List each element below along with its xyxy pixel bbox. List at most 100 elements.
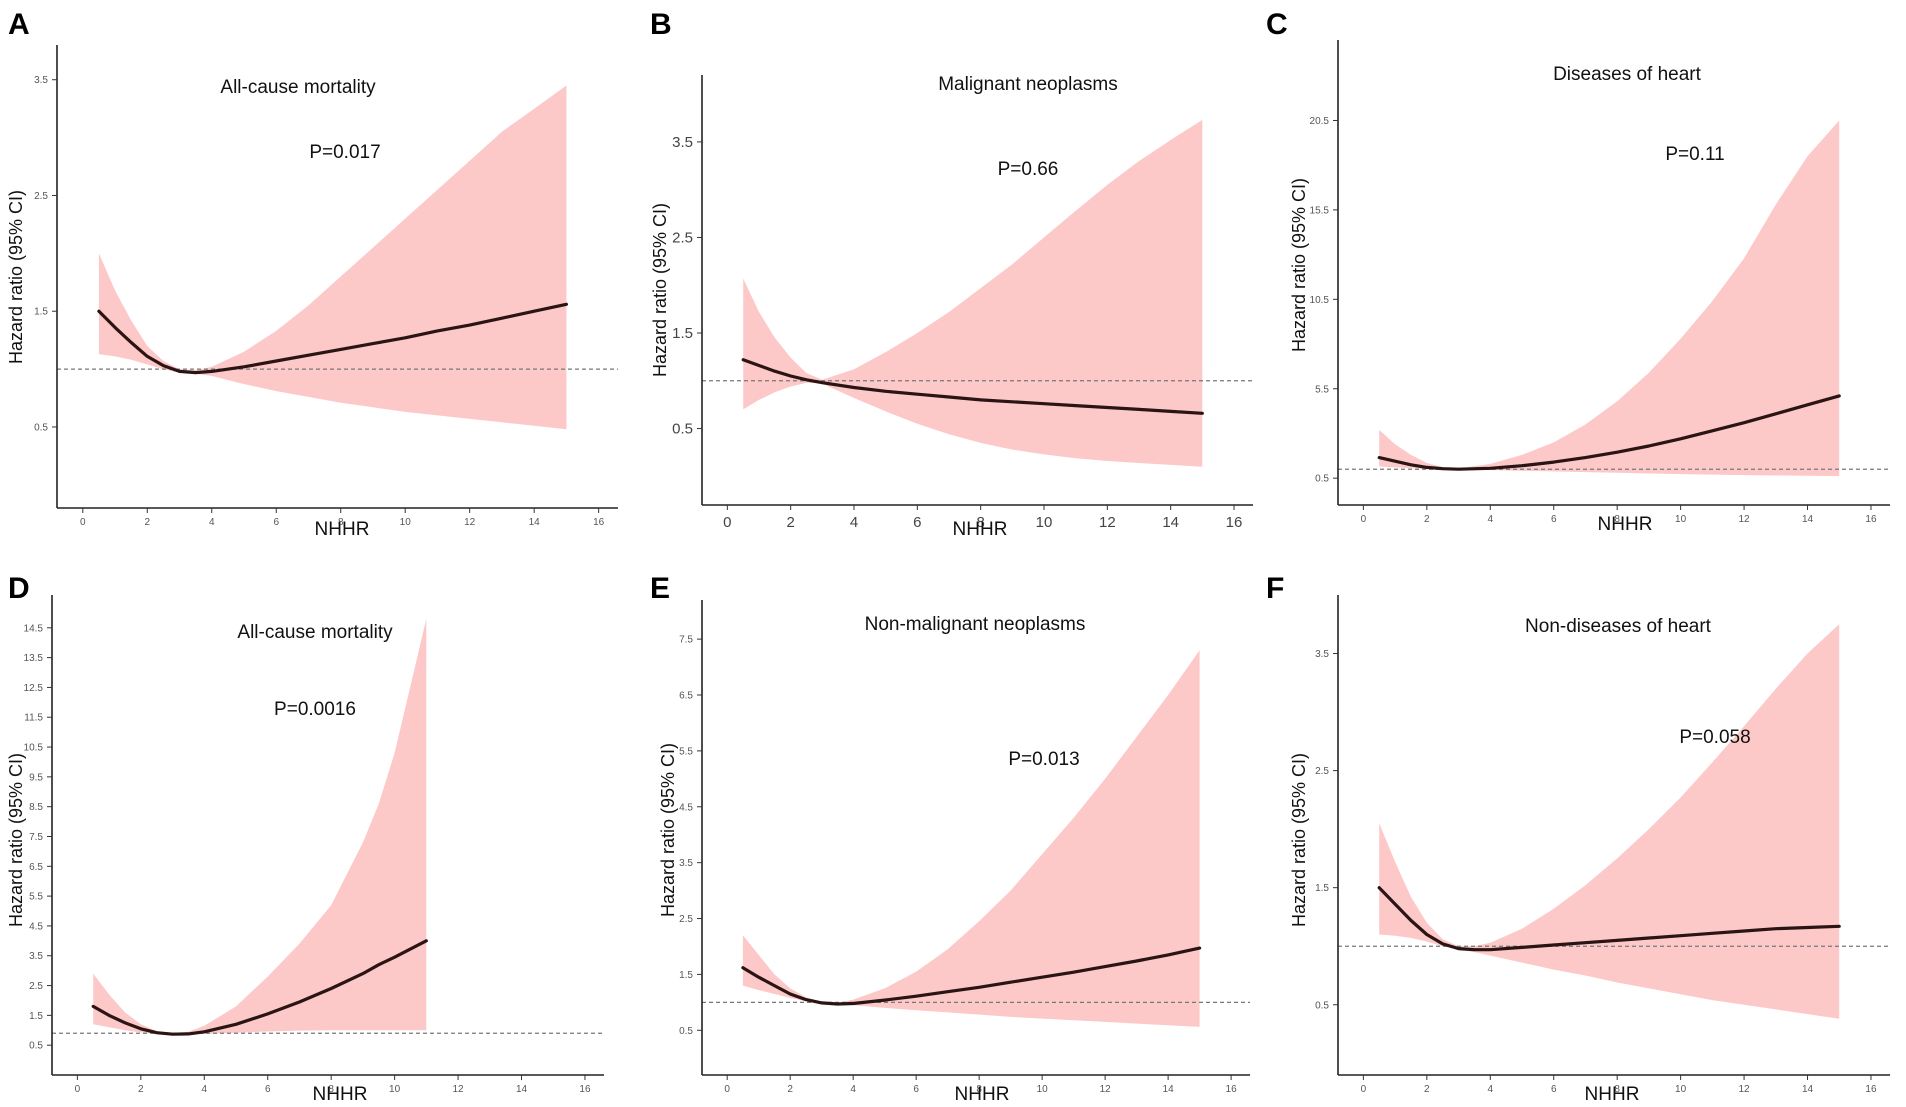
x-tick-label: 10 [1036,514,1053,531]
y-tick-label: 1.5 [34,307,48,318]
x-tick-label: 6 [913,514,921,531]
ci-band-b [743,119,1203,467]
x-tick-label: 8 [1614,514,1620,525]
x-tick-label: 6 [273,517,279,528]
y-tick-label: 13.5 [24,653,44,664]
x-tick-label: 12 [1100,1084,1112,1095]
x-axis-label-c: NHHR [1598,514,1653,535]
panel-f: 0 2 4 6 8 10 12 14 16 0.5 1.5 2.5 3.5 F Non-diseases o… [1266,572,1890,1105]
x-tick-label: 2 [786,514,794,531]
x-tick-label: 10 [1037,1084,1049,1095]
x-tick-label: 4 [1487,1084,1493,1095]
x-tick-label: 14 [1163,1084,1175,1095]
y-tick-label: 20.5 [1310,116,1330,127]
y-tick-label: 14.5 [24,623,44,634]
x-tick-label: 14 [1802,1084,1814,1095]
x-tick-label: 0 [80,517,86,528]
x-tick-label: 16 [1226,514,1243,531]
x-tick-label: 16 [593,517,605,528]
ci-band-f [1379,624,1840,1019]
panel-title-e: Non-malignant neoplasms [865,614,1086,635]
panel-title-d: All-cause mortality [237,622,393,643]
x-tick-label: 14 [1802,514,1814,525]
x-tick-label: 0 [723,514,731,531]
panel-title-f: Non-diseases of heart [1525,616,1712,637]
y-tick-label: 0.5 [29,1041,43,1052]
y-tick-label: 10.5 [24,743,44,754]
x-tick-label: 12 [1739,1084,1751,1095]
y-tick-label: 4.5 [679,802,693,813]
x-axis-label-b: NHHR [953,519,1008,540]
p-value-a: P=0.017 [309,142,380,163]
y-tick-label: 2.5 [34,191,48,202]
y-tick-label: 0.5 [1315,1000,1329,1011]
y-tick-label: 5.5 [679,746,693,757]
x-tick-label: 6 [913,1084,919,1095]
x-tick-label: 8 [1614,1084,1620,1095]
x-tick-label: 4 [209,517,215,528]
x-tick-label: 14 [529,517,541,528]
panel-c: 0 2 4 6 8 10 12 14 16 0.5 5.5 10.5 15.5 20.5 C Diseases… [1266,8,1890,535]
panel-letter-b: B [650,8,672,41]
hr-curve-f [1377,886,1841,952]
x-axis-label-d: NHHR [313,1084,368,1105]
x-tick-label: 2 [787,1084,793,1095]
hr-curve-d [91,939,428,1036]
y-tick-label: 7.5 [29,832,43,843]
x-tick-label: 16 [1865,514,1877,525]
y-tick-label: 3.5 [1315,649,1329,660]
y-tick-label: 2.5 [672,229,693,246]
panel-letter-a: A [8,8,30,41]
y-tick-label: 10.5 [1310,295,1330,306]
panel-title-a: All-cause mortality [220,77,376,98]
panel-letter-d: D [8,572,30,605]
x-tick-label: 2 [1424,1084,1430,1095]
y-axis-label-d: Hazard ratio (95% CI) [6,753,26,927]
y-tick-label: 0.5 [672,421,693,438]
y-tick-label: 2.5 [29,981,43,992]
y-tick-label: 7.5 [679,635,693,646]
x-tick-label: 2 [144,517,150,528]
panel-letter-c: C [1266,8,1288,41]
y-tick-label: 0.5 [679,1026,693,1037]
x-tick-label: 10 [389,1084,401,1095]
y-tick-label: 6.5 [29,862,43,873]
panel-b: 0 2 4 6 8 10 12 14 16 0.5 1.5 2.5 3.5 B Malignant neop… [650,8,1253,540]
y-tick-label: 1.5 [679,970,693,981]
panel-d: 0 2 4 6 8 10 12 14 16 0.5 1.5 2.5 3.5 4.5 5.5 6.5 7.5 8.5… [6,572,604,1105]
x-tick-label: 12 [1739,514,1751,525]
x-tick-label: 14 [516,1084,528,1095]
panel-letter-f: F [1266,572,1284,605]
x-tick-label: 12 [464,517,476,528]
x-tick-label: 10 [400,517,412,528]
p-value-e: P=0.013 [1008,749,1079,770]
x-tick-label: 4 [850,1084,856,1095]
panel-a: 0 2 4 6 8 10 12 14 16 0.5 1.5 2.5 3.5 A All-cause mort… [6,8,618,540]
x-tick-label: 10 [1675,514,1687,525]
p-value-f: P=0.058 [1679,727,1750,748]
x-tick-label: 2 [1424,514,1430,525]
x-tick-label: 4 [1487,514,1493,525]
x-tick-label: 0 [1361,514,1367,525]
y-tick-label: 2.5 [1315,766,1329,777]
y-axis-label-b: Hazard ratio (95% CI) [650,203,670,377]
hr-curve-e [741,946,1202,1006]
y-tick-label: 11.5 [24,713,43,724]
hr-curve-a [97,302,569,375]
x-tick-label: 4 [201,1084,207,1095]
panel-title-b: Malignant neoplasms [938,74,1118,95]
hr-curve-b [741,358,1204,415]
y-tick-label: 12.5 [24,683,44,694]
y-axis-label-c: Hazard ratio (95% CI) [1289,178,1309,352]
x-tick-label: 16 [1226,1084,1238,1095]
y-tick-label: 3.5 [29,951,43,962]
p-value-c: P=0.11 [1665,144,1724,165]
x-axis-label-f: NHHR [1585,1084,1640,1105]
ci-band-e [742,650,1200,1027]
x-axis-label-a: NHHR [315,519,370,540]
x-tick-label: 2 [138,1084,144,1095]
y-tick-label: 0.5 [34,422,48,433]
x-tick-label: 10 [1675,1084,1687,1095]
panel-e: 0 2 4 6 8 10 12 14 16 0.5 1.5 2.5 3.5 4.5 5.5 6.5 7.5 E No… [650,572,1250,1105]
